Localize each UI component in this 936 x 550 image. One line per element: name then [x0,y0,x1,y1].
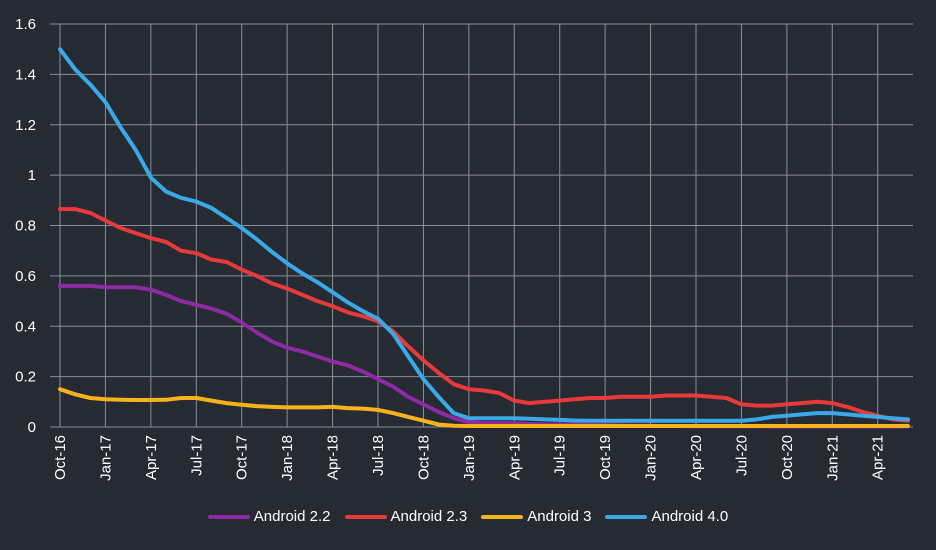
legend-swatch [207,514,250,519]
x-tick-label: Jul-17 [188,435,205,476]
x-tick-label: Apr-18 [325,435,342,480]
legend: Android 2.2 Android 2.3 Android 3 Android 4… [0,508,936,525]
legend-swatch [605,514,648,519]
series-line-android-3 [58,387,910,428]
gridlines [50,23,913,428]
legend-item: Android 2.2 [207,508,331,525]
y-tick-label: 0 [28,419,36,436]
x-tick-label: Oct-17 [234,435,251,480]
x-tick-label: Jan-18 [279,435,296,481]
y-tick-label: 0.6 [15,268,36,285]
series-line-android-2-3 [58,207,910,423]
legend-label: Android 4.0 [651,508,729,525]
x-tick-label: Apr-21 [870,435,887,480]
x-tick-label: Jul-20 [733,435,750,476]
y-tick-label: 0.8 [15,218,36,235]
x-tick-label: Oct-16 [52,435,69,480]
x-tick-label: Oct-20 [779,435,796,480]
y-tick-label: 1.4 [15,66,36,83]
x-axis-labels: Oct-16 Jan-17 Apr-17 Jul-17 Oct-17 Jan-18 Apr-… [52,435,887,481]
y-tick-label: 0.2 [15,369,36,386]
series-line-android-4-0 [58,47,910,423]
legend-swatch [344,514,387,519]
legend-item: Android 4.0 [605,508,728,525]
x-tick-label: Oct-19 [597,435,614,480]
series-lines [58,47,910,429]
legend-swatch [481,514,524,519]
x-tick-label: Apr-17 [143,435,160,480]
x-tick-label: Jan-17 [97,435,114,481]
x-tick-label: Jan-21 [824,435,841,481]
legend-label: Android 3 [527,508,592,525]
y-axis-labels: 0 0.2 0.4 0.6 0.8 1 1.2 1.4 1.6 [15,16,36,436]
y-tick-label: 1 [28,167,36,184]
y-tick-label: 1.2 [15,117,36,134]
y-tick-label: 0.4 [15,318,36,335]
legend-label: Android 2.2 [253,508,331,525]
x-tick-label: Apr-19 [506,435,523,480]
legend-item: Android 2.3 [344,508,468,525]
legend-item: Android 3 [481,508,591,525]
legend-label: Android 2.3 [390,508,468,525]
x-tick-label: Oct-18 [415,435,432,480]
x-tick-label: Jan-20 [643,435,660,481]
x-tick-label: Jul-18 [370,435,387,476]
x-tick-label: Jul-19 [552,435,569,476]
y-tick-label: 1.6 [15,16,36,33]
x-tick-label: Jan-19 [461,435,478,481]
x-tick-label: Apr-20 [688,435,705,480]
